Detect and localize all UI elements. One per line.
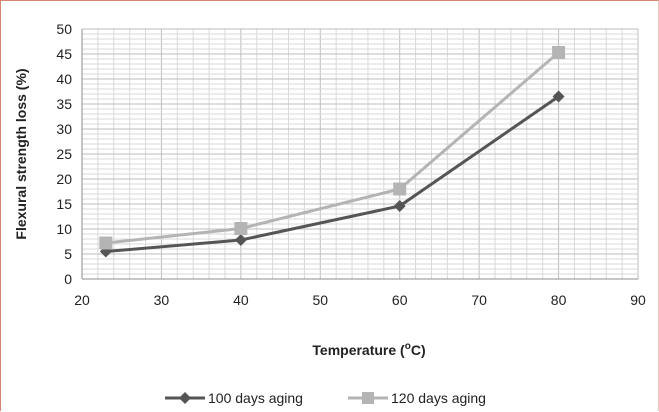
y-tick-label: 20 bbox=[56, 171, 72, 187]
data-point-square bbox=[393, 182, 407, 196]
x-axis-title-main: Temperature ( bbox=[312, 342, 405, 358]
series-2 bbox=[99, 46, 566, 250]
x-tick-label: 70 bbox=[471, 292, 487, 308]
x-tick-labels: 20 30 40 50 60 70 80 90 bbox=[74, 292, 646, 308]
y-tick-labels: 0 5 10 15 20 25 30 35 40 45 50 bbox=[56, 21, 72, 287]
grid-lines bbox=[81, 28, 639, 280]
x-tick-label: 80 bbox=[551, 292, 567, 308]
series-line bbox=[105, 95, 560, 253]
x-tick-label: 60 bbox=[392, 292, 408, 308]
y-tick-label: 15 bbox=[56, 196, 72, 212]
x-tick-label: 50 bbox=[312, 292, 328, 308]
data-point-square bbox=[552, 46, 566, 59]
y-tick-label: 5 bbox=[64, 246, 72, 262]
legend-diamond-marker bbox=[179, 392, 191, 404]
x-axis-title: Temperature (oC) bbox=[312, 341, 425, 358]
y-tick-label: 0 bbox=[64, 271, 72, 287]
x-tick-label: 30 bbox=[154, 292, 170, 308]
series-line bbox=[105, 51, 560, 245]
x-axis-title-sup: o bbox=[405, 341, 411, 352]
data-point-square bbox=[234, 222, 248, 235]
legend-item-1: 100 days aging bbox=[165, 390, 303, 406]
x-tick-label: 20 bbox=[74, 292, 90, 308]
data-point-diamond bbox=[234, 234, 247, 246]
axes bbox=[81, 29, 638, 280]
y-tick-label: 40 bbox=[56, 71, 72, 87]
x-axis-title-end: C) bbox=[411, 342, 426, 358]
y-tick-label: 10 bbox=[56, 221, 72, 237]
data-point-diamond bbox=[552, 90, 565, 103]
data-series bbox=[99, 46, 566, 258]
data-point-diamond bbox=[393, 200, 406, 212]
legend: 100 days aging 120 days aging bbox=[165, 390, 486, 406]
y-tick-label: 30 bbox=[56, 121, 72, 137]
data-point-square bbox=[99, 236, 113, 250]
legend-square-marker bbox=[362, 392, 374, 404]
legend-item-2: 120 days aging bbox=[348, 390, 486, 406]
y-axis-title: Flexural strength loss (%) bbox=[13, 68, 29, 239]
legend-label-2: 120 days aging bbox=[391, 390, 486, 406]
x-tick-label: 40 bbox=[233, 292, 249, 308]
legend-label-1: 100 days aging bbox=[208, 390, 303, 406]
y-tick-label: 35 bbox=[56, 96, 72, 112]
x-tick-label: 90 bbox=[630, 292, 646, 308]
y-tick-label: 45 bbox=[56, 46, 72, 62]
y-tick-label: 50 bbox=[56, 21, 72, 37]
y-tick-label: 25 bbox=[56, 146, 72, 162]
